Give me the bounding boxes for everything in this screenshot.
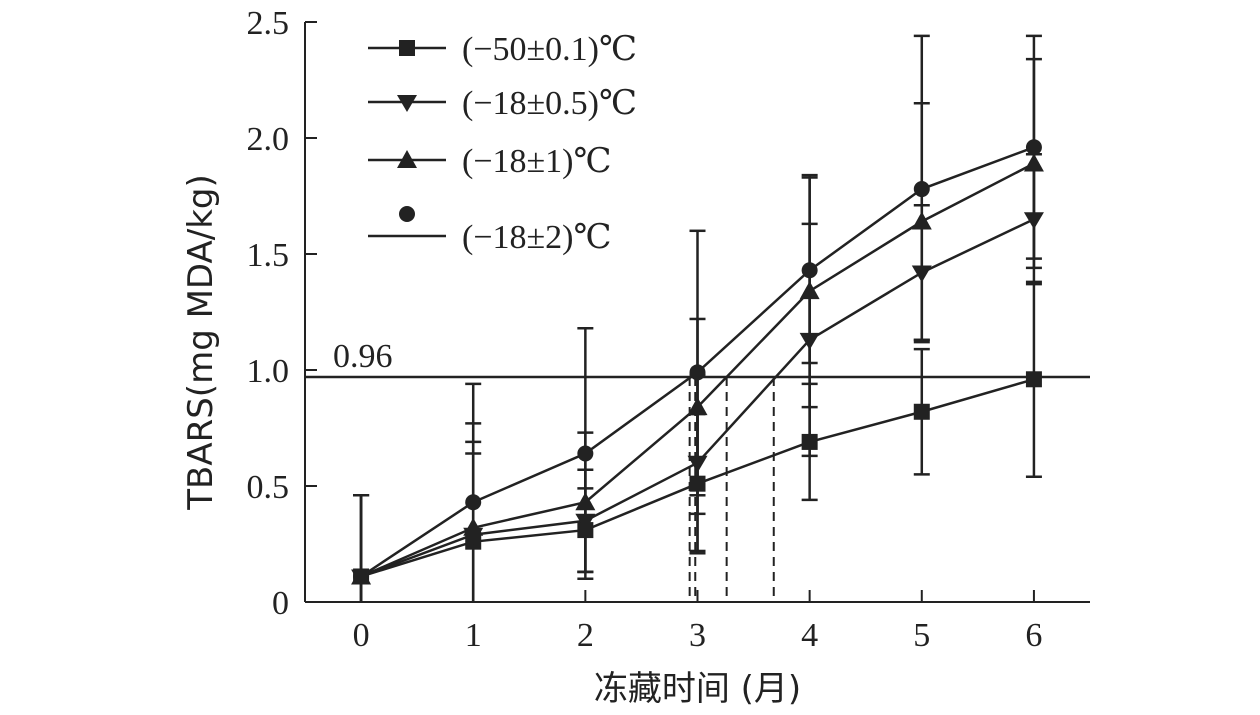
x-tick-label: 2 <box>577 617 594 654</box>
legend-label: (−18±0.5)℃ <box>462 85 637 122</box>
legend-label: (−50±0.1)℃ <box>462 31 637 68</box>
legend-marker <box>397 150 417 168</box>
data-point-series-4 <box>353 568 370 585</box>
data-point-series-3 <box>463 517 484 536</box>
legend-marker <box>399 206 415 222</box>
data-point-series-4 <box>465 494 482 511</box>
legend-marker <box>399 40 415 56</box>
x-tick-label: 1 <box>465 617 482 654</box>
x-tick-label: 5 <box>913 617 930 654</box>
reference-line-label: 0.96 <box>333 338 393 375</box>
legend-marker <box>397 95 417 112</box>
data-point-series-1 <box>801 433 818 450</box>
x-tick-label: 4 <box>801 617 818 654</box>
x-tick-label: 6 <box>1025 617 1042 654</box>
data-point-series-1 <box>1025 371 1042 388</box>
data-point-series-2 <box>911 265 932 283</box>
data-point-series-2 <box>799 332 820 350</box>
y-tick-label: 2.5 <box>247 5 290 42</box>
data-point-series-3 <box>687 397 708 416</box>
x-tick-label: 0 <box>353 617 370 654</box>
series-markers <box>351 139 1044 587</box>
x-axis-title: 冻藏时间 (月) <box>594 669 801 709</box>
axes: 0 0.5 1.0 1.5 2.0 2.5 0 1 2 3 4 5 6 <box>247 5 1090 654</box>
data-point-series-3 <box>911 211 932 230</box>
legend: (−50±0.1)℃ (−18±0.5)℃ (−18±1)℃ (−18±2)℃ <box>368 31 637 256</box>
data-point-series-4 <box>577 445 594 462</box>
data-point-series-3 <box>1023 153 1044 172</box>
data-point-series-2 <box>1023 212 1044 230</box>
data-point-series-1 <box>689 475 706 492</box>
y-tick-label: 2.0 <box>247 121 290 158</box>
error-bars <box>353 34 1042 602</box>
y-tick-label: 1.5 <box>247 237 290 274</box>
y-tick-label: 0 <box>272 585 289 622</box>
data-point-series-3 <box>575 492 596 511</box>
legend-label: (−18±2)℃ <box>462 219 612 256</box>
data-point-series-2 <box>575 513 596 531</box>
data-point-series-3 <box>799 281 820 300</box>
y-tick-label: 1.0 <box>247 353 290 390</box>
data-point-series-4 <box>913 181 930 198</box>
legend-label: (−18±1)℃ <box>462 143 612 180</box>
y-tick-label: 0.5 <box>247 469 290 506</box>
data-point-series-4 <box>801 262 818 279</box>
y-axis-title: TBARS(mg MDA/kg) <box>181 174 221 511</box>
x-tick-label: 3 <box>689 617 706 654</box>
data-point-series-1 <box>913 403 930 420</box>
data-point-series-4 <box>1025 139 1042 156</box>
data-point-series-2 <box>687 455 708 473</box>
data-point-series-4 <box>689 364 706 381</box>
